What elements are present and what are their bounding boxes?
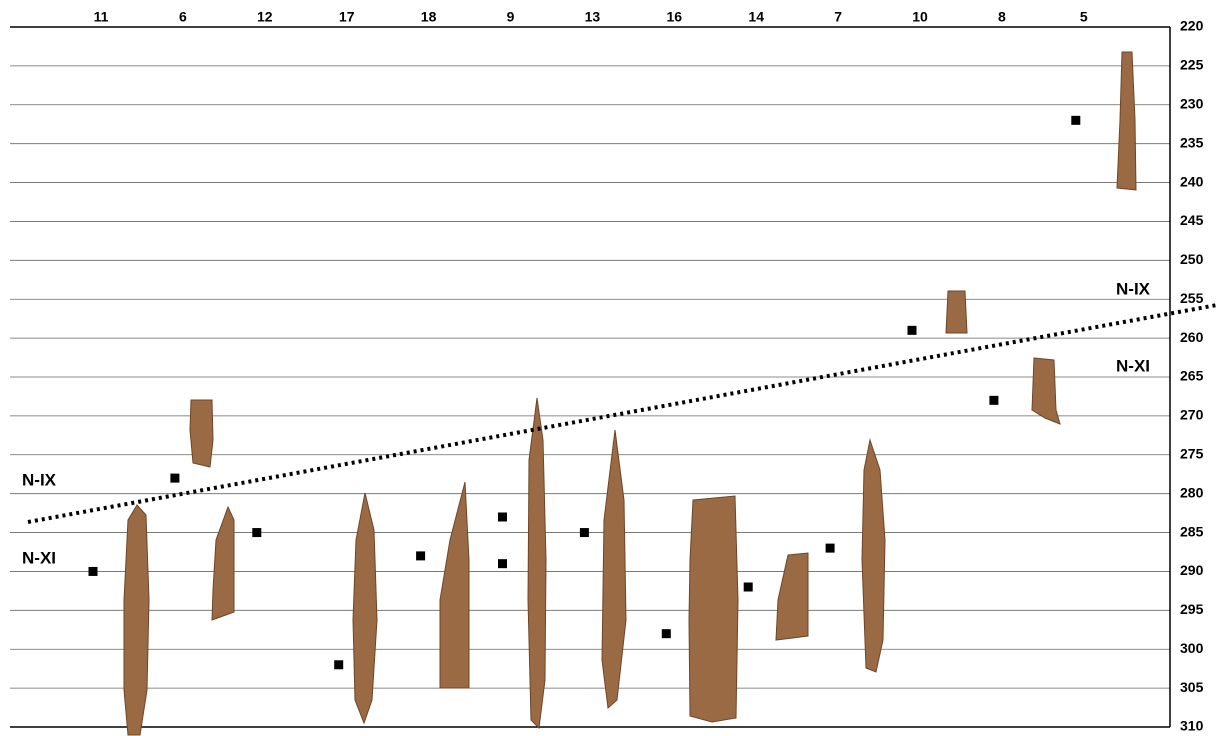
marker: [1071, 116, 1080, 125]
y-tick-label: 295: [1180, 601, 1204, 617]
marker: [826, 544, 835, 553]
column-label: 9: [507, 9, 515, 25]
column-label: 8: [998, 9, 1006, 25]
chart: N-IX N-XI N-IX N-XI 220 225 230 235 240 245 25…: [0, 0, 1217, 736]
artifact: [1032, 358, 1060, 424]
y-tick-label: 260: [1180, 329, 1204, 345]
marker: [334, 660, 343, 669]
y-tick-label: 250: [1180, 251, 1204, 267]
artifact: [528, 398, 546, 728]
marker: [989, 396, 998, 405]
column-label: 16: [667, 9, 683, 25]
y-tick-label: 225: [1180, 57, 1204, 73]
column-label: 17: [339, 9, 355, 25]
y-tick-label: 245: [1180, 212, 1204, 228]
marker: [580, 528, 589, 537]
marker: [744, 583, 753, 592]
annotation: N-IX: [1116, 279, 1151, 298]
artifacts: [124, 52, 1136, 735]
artifact: [1117, 52, 1136, 190]
column-label: 13: [585, 9, 601, 25]
annotation: N-IX: [22, 470, 57, 489]
marker: [89, 567, 98, 576]
artifact: [212, 507, 234, 620]
artifact: [689, 496, 738, 722]
y-tick-label: 285: [1180, 523, 1204, 539]
artifact: [776, 553, 808, 640]
column-label: 10: [912, 9, 928, 25]
artifact: [124, 505, 149, 735]
artifact: [190, 400, 213, 467]
marker: [498, 559, 507, 568]
y-tick-label: 275: [1180, 445, 1204, 461]
column-label: 14: [748, 9, 764, 25]
y-tick-label: 300: [1180, 640, 1204, 656]
marker: [416, 551, 425, 560]
y-tick-label: 240: [1180, 173, 1204, 189]
marker: [908, 326, 917, 335]
marker: [498, 513, 507, 522]
artifact: [440, 482, 469, 688]
artifact: [862, 440, 885, 672]
annotation: N-XI: [22, 548, 56, 567]
y-tick-label: 265: [1180, 368, 1204, 384]
column-label: 11: [94, 9, 109, 25]
marker: [252, 528, 261, 537]
column-label: 18: [421, 9, 437, 25]
column-label: 12: [257, 9, 273, 25]
y-tick-label: 290: [1180, 562, 1204, 578]
y-tick-label: 280: [1180, 484, 1204, 500]
artifact: [602, 430, 626, 708]
y-tick-label: 310: [1180, 718, 1204, 734]
y-tick-label: 220: [1180, 18, 1204, 34]
column-label: 7: [834, 9, 842, 25]
column-label: 6: [179, 9, 187, 25]
y-tick-label: 230: [1180, 95, 1204, 111]
y-tick-label: 305: [1180, 679, 1204, 695]
artifact: [946, 291, 967, 333]
marker: [170, 474, 179, 483]
column-label: 5: [1080, 9, 1088, 25]
y-tick-label: 270: [1180, 407, 1204, 423]
y-tick-label: 255: [1180, 290, 1204, 306]
marker: [662, 629, 671, 638]
annotation: N-XI: [1116, 356, 1150, 375]
y-tick-label: 235: [1180, 134, 1204, 150]
